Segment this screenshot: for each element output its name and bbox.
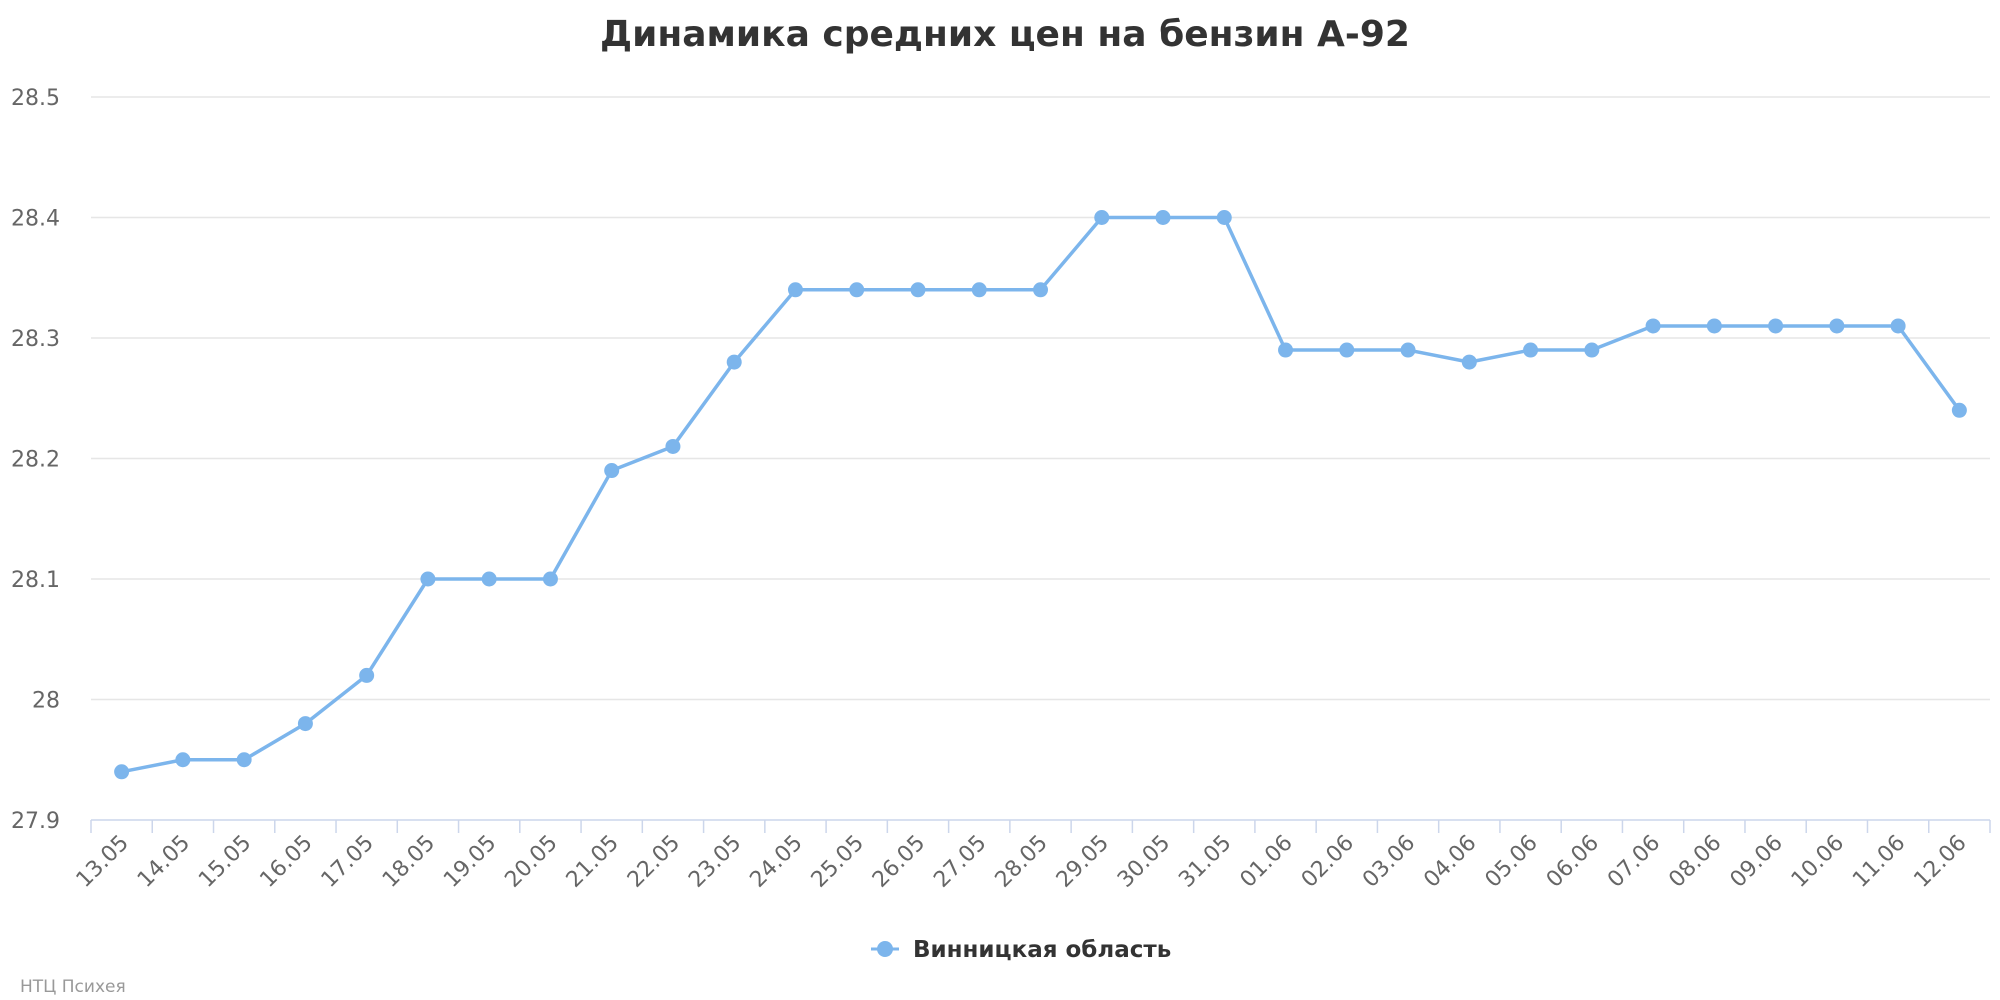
data-point[interactable] (1768, 318, 1783, 333)
data-point[interactable] (1829, 318, 1844, 333)
data-point[interactable] (420, 572, 435, 587)
x-tick-label: 17.05 (317, 831, 379, 893)
data-point[interactable] (1156, 210, 1171, 225)
data-point[interactable] (114, 764, 129, 779)
x-tick-label: 04.06 (1419, 831, 1481, 893)
data-point[interactable] (1523, 343, 1538, 358)
chart-title: Динамика средних цен на бензин А-92 (600, 14, 1410, 55)
data-point[interactable] (849, 282, 864, 297)
y-tick-label: 28 (32, 689, 60, 714)
x-tick-label: 21.05 (562, 831, 624, 893)
legend[interactable]: Винницкая область (871, 937, 1171, 963)
data-point[interactable] (543, 572, 558, 587)
data-point[interactable] (604, 463, 619, 478)
y-axis-labels: 27.9 28 28.1 28.2 28.3 28.4 28.5 (11, 86, 60, 834)
x-tick-label: 01.06 (1236, 831, 1298, 893)
x-axis (91, 820, 1990, 833)
y-tick-label: 28.4 (11, 207, 60, 232)
x-tick-label: 25.05 (807, 831, 869, 893)
data-point[interactable] (482, 572, 497, 587)
x-axis-labels: 13.05 14.05 15.05 16.05 17.05 18.05 19.05 20.05… (72, 831, 1972, 893)
data-point[interactable] (727, 355, 742, 370)
y-tick-label: 28.3 (11, 327, 60, 352)
data-point[interactable] (910, 282, 925, 297)
x-tick-label: 14.05 (133, 831, 195, 893)
data-point[interactable] (1462, 355, 1477, 370)
x-tick-label: 08.06 (1664, 831, 1726, 893)
x-tick-label: 03.06 (1358, 831, 1420, 893)
x-tick-label: 07.06 (1603, 831, 1665, 893)
y-tick-label: 28.2 (11, 448, 60, 473)
data-point[interactable] (1033, 282, 1048, 297)
data-point[interactable] (1217, 210, 1232, 225)
data-point[interactable] (788, 282, 803, 297)
x-tick-label: 06.06 (1542, 831, 1604, 893)
data-point[interactable] (175, 752, 190, 767)
x-tick-label: 29.05 (1052, 831, 1114, 893)
data-point[interactable] (1584, 343, 1599, 358)
x-tick-label: 12.06 (1909, 831, 1971, 893)
x-tick-label: 20.05 (500, 831, 562, 893)
data-point[interactable] (298, 716, 313, 731)
data-point[interactable] (1278, 343, 1293, 358)
series-group[interactable] (114, 210, 1967, 779)
y-tick-label: 28.1 (11, 568, 60, 593)
x-tick-label: 28.05 (991, 831, 1053, 893)
x-tick-label: 16.05 (255, 831, 317, 893)
x-tick-label: 22.05 (623, 831, 685, 893)
x-tick-label: 23.05 (684, 831, 746, 893)
y-tick-label: 27.9 (11, 809, 60, 834)
credits: НТЦ Психея (20, 977, 126, 997)
x-tick-label: 09.06 (1726, 831, 1788, 893)
data-point[interactable] (1952, 403, 1967, 418)
data-point[interactable] (1891, 318, 1906, 333)
x-tick-label: 19.05 (439, 831, 501, 893)
x-tick-label: 13.05 (72, 831, 134, 893)
x-tick-label: 24.05 (745, 831, 807, 893)
data-point[interactable] (1707, 318, 1722, 333)
data-point[interactable] (359, 668, 374, 683)
data-point[interactable] (237, 752, 252, 767)
data-point[interactable] (1401, 343, 1416, 358)
legend-series-label: Винницкая область (913, 937, 1171, 963)
grid-lines (91, 97, 1990, 700)
x-tick-label: 31.05 (1174, 831, 1236, 893)
x-tick-label: 15.05 (194, 831, 256, 893)
x-tick-label: 02.06 (1297, 831, 1359, 893)
data-point[interactable] (1094, 210, 1109, 225)
data-point[interactable] (665, 439, 680, 454)
y-tick-label: 28.5 (11, 86, 60, 111)
x-tick-label: 30.05 (1113, 831, 1175, 893)
legend-marker-icon (877, 941, 893, 957)
x-tick-label: 11.06 (1848, 831, 1910, 893)
x-tick-label: 27.05 (929, 831, 991, 893)
x-tick-label: 18.05 (378, 831, 440, 893)
data-point[interactable] (1646, 318, 1661, 333)
x-tick-label: 10.06 (1787, 831, 1849, 893)
x-tick-label: 26.05 (868, 831, 930, 893)
series-line (122, 218, 1960, 772)
x-tick-label: 05.06 (1481, 831, 1543, 893)
data-point[interactable] (972, 282, 987, 297)
data-point[interactable] (1339, 343, 1354, 358)
